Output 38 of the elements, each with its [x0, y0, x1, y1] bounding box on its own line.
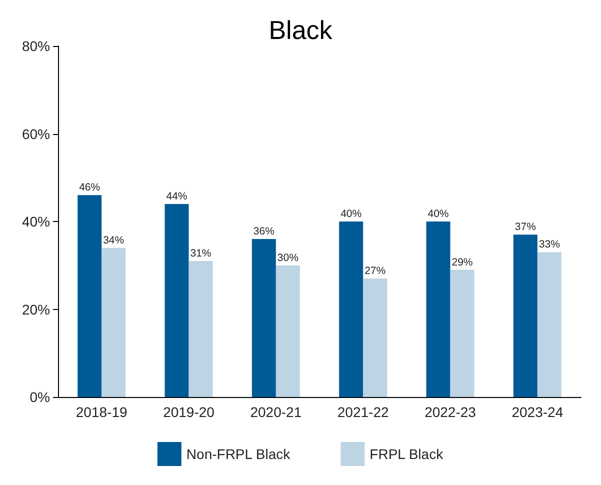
data-label: 30% [277, 252, 298, 264]
x-tick-label: 2021-22 [337, 404, 389, 420]
bar [252, 239, 276, 397]
chart-title: Black [268, 15, 334, 45]
data-label: 37% [514, 221, 536, 234]
x-tick-label: 2020-21 [250, 404, 302, 420]
data-label: 34% [103, 234, 124, 246]
y-tick-label: 20% [22, 301, 50, 318]
data-label: 36% [253, 226, 274, 238]
data-label: 40% [428, 208, 449, 220]
x-tick-label: 2018-19 [76, 404, 128, 420]
bar [513, 234, 538, 397]
bar [102, 248, 126, 397]
data-label: 29% [452, 256, 473, 268]
legend-label: FRPL Black [370, 446, 444, 462]
bar [164, 204, 189, 397]
bar [188, 260, 213, 397]
bar [537, 252, 562, 397]
legend-label: Non-FRPL Black [186, 446, 292, 462]
data-label: 33% [538, 238, 560, 251]
y-tick-label: 40% [22, 214, 50, 230]
bar [78, 195, 102, 397]
data-label: 31% [190, 247, 212, 260]
data-label: 46% [79, 182, 100, 194]
x-tick-label: 2022-23 [424, 404, 476, 420]
x-tick-label: 2023-24 [512, 404, 564, 420]
y-tick-label: 80% [22, 38, 50, 54]
y-tick-label: 60% [22, 126, 50, 142]
bar [363, 278, 388, 397]
y-tick-label: 0% [30, 389, 50, 405]
data-label: 40% [340, 208, 362, 220]
data-label: 44% [166, 190, 188, 202]
bar [450, 270, 474, 397]
bar [426, 222, 450, 397]
data-label: 27% [364, 265, 386, 278]
bar [276, 265, 300, 397]
bar [339, 222, 364, 397]
x-tick-label: 2019-20 [163, 404, 215, 420]
